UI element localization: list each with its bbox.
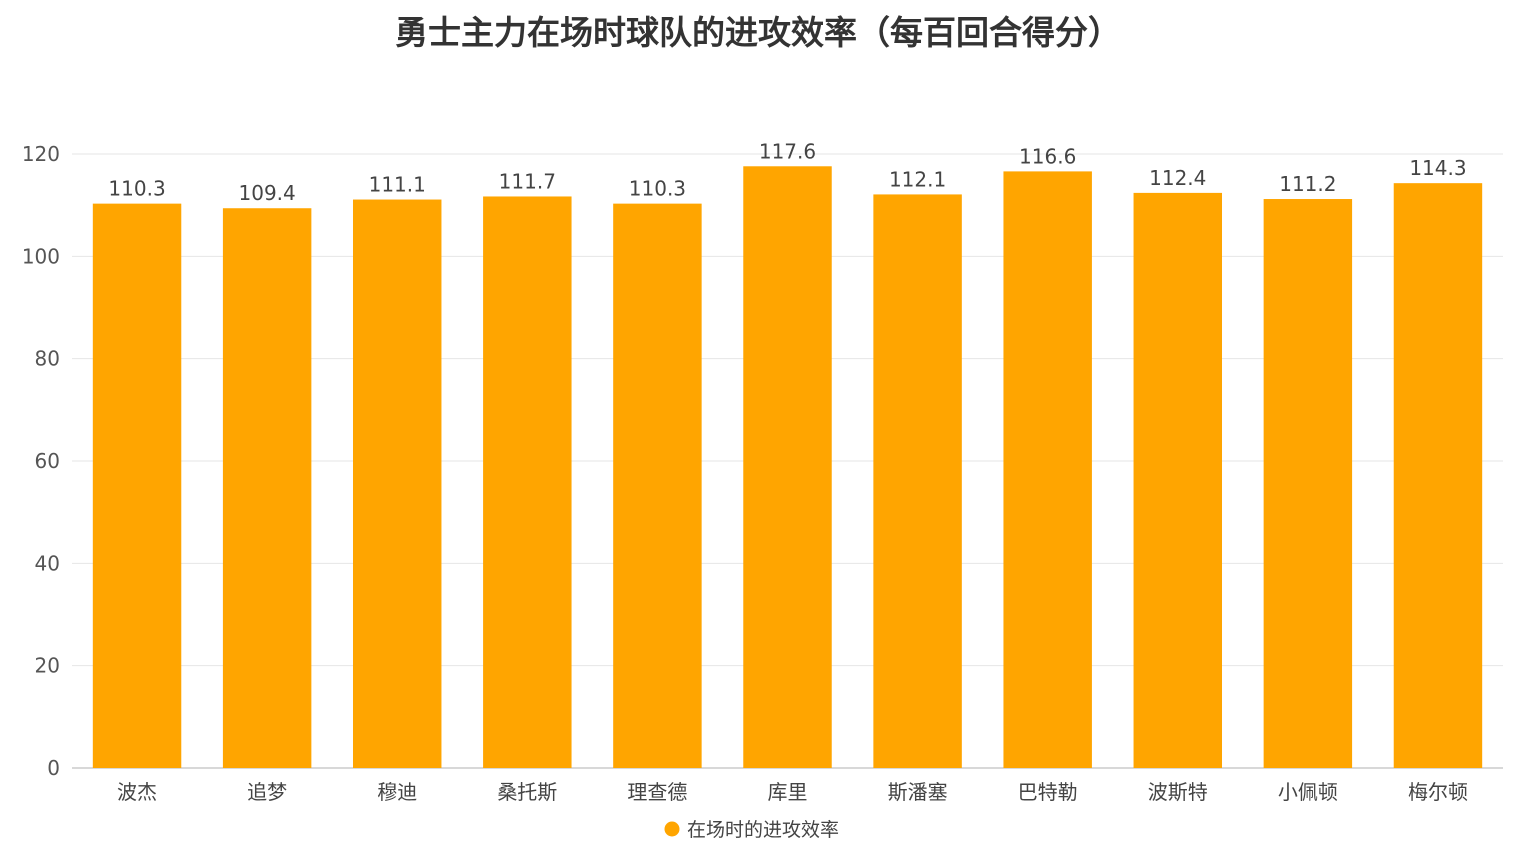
- data-label: 114.3: [1409, 156, 1466, 180]
- y-tick-label: 100: [22, 244, 60, 268]
- data-label: 110.3: [108, 177, 165, 201]
- y-tick-label: 80: [35, 347, 60, 371]
- y-tick-label: 60: [35, 449, 60, 473]
- data-label: 112.1: [889, 167, 946, 191]
- data-label: 109.4: [239, 181, 296, 205]
- x-tick-label: 理查德: [627, 780, 687, 804]
- legend[interactable]: 在场时的进攻效率: [664, 819, 840, 841]
- data-label: 117.6: [759, 139, 816, 163]
- bar[interactable]: [873, 194, 962, 769]
- chart-title: 勇士主力在场时球队的进攻效率（每百回合得分）: [395, 13, 1121, 52]
- y-tick-label: 20: [35, 654, 60, 678]
- data-label: 112.4: [1149, 166, 1206, 190]
- bar[interactable]: [352, 199, 442, 768]
- x-tick-label: 梅尔顿: [1408, 780, 1468, 804]
- legend-marker: [664, 821, 680, 837]
- bar[interactable]: [1263, 199, 1353, 768]
- x-tick-label: 波杰: [117, 780, 157, 804]
- data-label: 111.1: [369, 173, 426, 197]
- y-tick-label: 0: [47, 756, 60, 780]
- x-tick-label: 追梦: [247, 780, 287, 804]
- bars-layer: [92, 166, 1483, 769]
- bar[interactable]: [92, 203, 182, 769]
- labels-layer: 110.3 波杰 109.4 追梦 111.1 穆迪 111.7 桑托斯 110.3 理查德 117…: [108, 139, 1468, 804]
- data-label: 116.6: [1019, 144, 1076, 168]
- x-tick-label: 桑托斯: [497, 780, 557, 804]
- bar[interactable]: [743, 166, 832, 768]
- x-tick-label: 小佩顿: [1278, 780, 1338, 804]
- bar[interactable]: [222, 208, 312, 768]
- legend-label: 在场时的进攻效率: [687, 819, 839, 841]
- bar[interactable]: [483, 196, 572, 769]
- y-tick-label: 40: [35, 551, 60, 575]
- bar[interactable]: [613, 203, 702, 769]
- x-tick-label: 巴特勒: [1018, 780, 1078, 804]
- bar[interactable]: [1133, 192, 1223, 769]
- x-tick-label: 库里: [768, 780, 808, 804]
- x-tick-label: 穆迪: [377, 780, 417, 804]
- data-label: 111.2: [1279, 172, 1336, 196]
- bar[interactable]: [1393, 183, 1483, 769]
- y-tick-label: 120: [22, 142, 60, 166]
- x-tick-label: 斯潘塞: [888, 780, 948, 804]
- data-label: 111.7: [499, 169, 556, 193]
- data-label: 110.3: [629, 177, 686, 201]
- x-tick-label: 波斯特: [1148, 780, 1208, 804]
- bar[interactable]: [1003, 171, 1092, 768]
